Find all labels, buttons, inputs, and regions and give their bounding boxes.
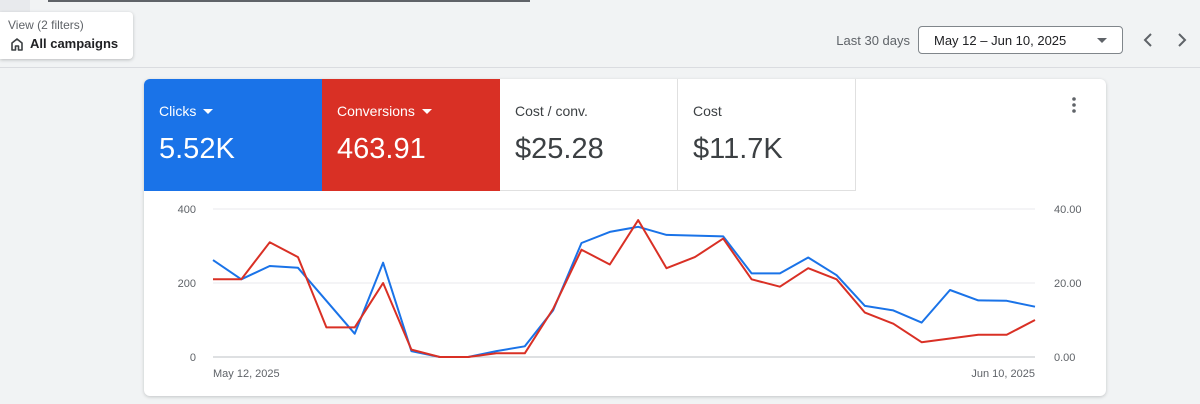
conversions-series-line [213, 219, 1036, 358]
chevron-right-icon [1178, 33, 1187, 47]
date-range-label: Last 30 days [836, 33, 910, 48]
metric-label: Cost [693, 103, 722, 119]
top-progress-line [48, 0, 530, 2]
top-strip [0, 0, 30, 12]
dropdown-icon [203, 108, 214, 114]
metric-value: 463.91 [337, 133, 426, 165]
y-left-tick: 400 [178, 204, 196, 216]
metric-tile-cost[interactable]: Cost $11.7K [678, 79, 856, 191]
metric-label: Cost / conv. [515, 103, 588, 119]
y-left-tick: 200 [178, 278, 196, 290]
chevron-left-icon [1143, 33, 1152, 47]
performance-line-chart: 400 200 0 40.00 20.00 0.00 May 12, 2025 … [178, 204, 1082, 380]
metric-value: $11.7K [693, 133, 783, 165]
metric-label: Conversions [337, 103, 415, 119]
more-vert-icon [1072, 97, 1076, 113]
x-axis-tick: May 12, 2025 [213, 368, 280, 380]
date-range-select[interactable]: May 12 – Jun 10, 2025 [918, 26, 1123, 54]
header-divider [0, 67, 1200, 68]
view-filters-label: View (2 filters) [8, 18, 84, 32]
y-right-tick: 40.00 [1054, 204, 1082, 216]
home-icon [11, 37, 23, 51]
metric-tile-clicks[interactable]: Clicks 5.52K [144, 79, 322, 191]
previous-period-button[interactable] [1136, 28, 1160, 52]
metric-tile-conversions[interactable]: Conversions 463.91 [322, 79, 500, 191]
more-options-button[interactable] [1064, 95, 1084, 115]
next-period-button[interactable] [1170, 28, 1194, 52]
dropdown-icon [421, 108, 432, 114]
metric-tile-cost-per-conv[interactable]: Cost / conv. $25.28 [500, 79, 678, 191]
clicks-series-line [212, 225, 1036, 358]
chevron-down-icon [1097, 38, 1107, 43]
y-right-tick: 20.00 [1054, 278, 1082, 290]
metric-tiles: Clicks 5.52K Conversions 463.91 Cost / c… [144, 79, 1106, 191]
view-filter-chip[interactable]: View (2 filters) All campaigns [0, 12, 133, 59]
view-scope-label: All campaigns [30, 36, 119, 51]
y-right-tick: 0.00 [1054, 352, 1075, 364]
performance-card: Clicks 5.52K Conversions 463.91 Cost / c… [144, 79, 1106, 396]
metric-value: $25.28 [515, 133, 604, 165]
metric-value: 5.52K [159, 133, 235, 165]
x-axis-tick: Jun 10, 2025 [971, 368, 1035, 380]
date-range-value: May 12 – Jun 10, 2025 [934, 32, 1067, 48]
y-left-tick: 0 [190, 352, 196, 364]
metric-label: Clicks [159, 103, 197, 119]
